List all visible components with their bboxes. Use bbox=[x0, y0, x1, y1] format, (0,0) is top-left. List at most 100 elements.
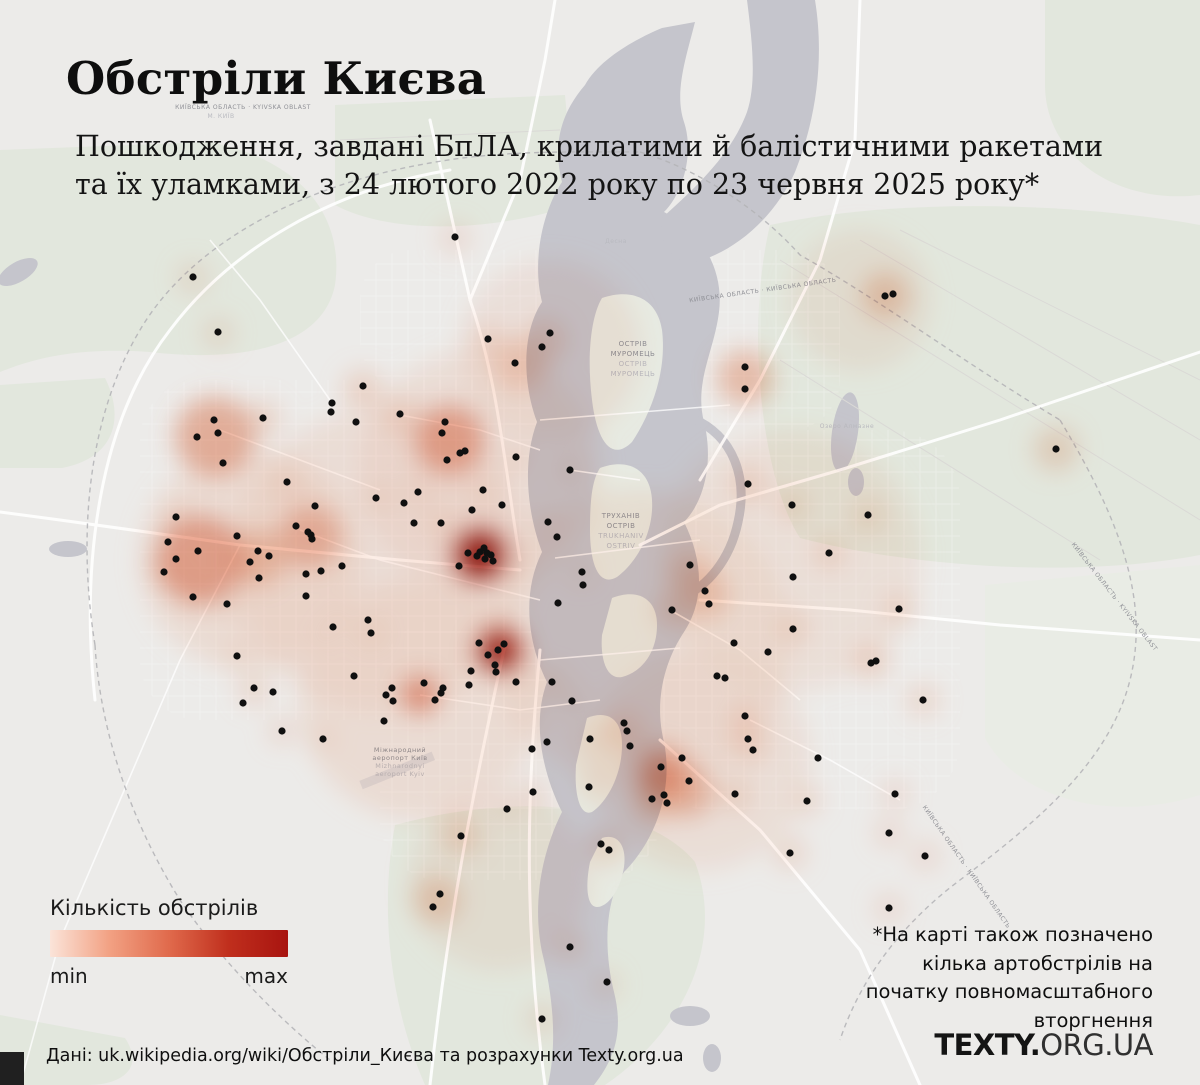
corner-dark-square bbox=[0, 1052, 24, 1085]
strike-point bbox=[210, 416, 218, 424]
strike-point bbox=[548, 678, 556, 686]
strike-point bbox=[764, 648, 772, 656]
strike-point bbox=[731, 790, 739, 798]
strike-point bbox=[439, 684, 447, 692]
page-title: Обстріли Києва bbox=[66, 52, 487, 105]
strike-point bbox=[825, 549, 833, 557]
strike-point bbox=[172, 513, 180, 521]
strike-point bbox=[352, 418, 360, 426]
strike-point bbox=[895, 605, 903, 613]
strike-point bbox=[891, 790, 899, 798]
strike-point bbox=[484, 335, 492, 343]
strike-point bbox=[400, 499, 408, 507]
legend-scale: min max bbox=[50, 964, 288, 988]
strike-point bbox=[786, 849, 794, 857]
strike-point bbox=[503, 805, 511, 813]
strike-point bbox=[554, 599, 562, 607]
strike-point bbox=[872, 657, 880, 665]
strike-points-layer bbox=[160, 233, 1060, 1023]
strike-point bbox=[455, 562, 463, 570]
strike-point bbox=[512, 678, 520, 686]
strike-point bbox=[553, 533, 561, 541]
strike-point bbox=[789, 573, 797, 581]
legend: Кількість обстрілів min max bbox=[50, 896, 288, 988]
subtitle-line-1: Пошкодження, завдані БпЛА, крилатими й б… bbox=[75, 130, 1104, 163]
strike-point bbox=[193, 433, 201, 441]
legend-gradient-bar bbox=[50, 930, 288, 957]
strike-point bbox=[741, 385, 749, 393]
strike-point bbox=[172, 555, 180, 563]
strike-point bbox=[441, 418, 449, 426]
source-line: Дані: uk.wikipedia.org/wiki/Обстріли_Киє… bbox=[46, 1046, 684, 1066]
legend-max-label: max bbox=[244, 964, 288, 988]
strike-point bbox=[585, 783, 593, 791]
strike-point bbox=[278, 727, 286, 735]
subtitle-line-2: та їх уламками, з 24 лютого 2022 року по… bbox=[75, 168, 1040, 201]
strike-point bbox=[620, 719, 628, 727]
strike-point bbox=[921, 852, 929, 860]
strike-point bbox=[489, 557, 497, 565]
strike-point bbox=[705, 600, 713, 608]
strike-point bbox=[566, 943, 574, 951]
strike-point bbox=[437, 519, 445, 527]
subtitle: Пошкодження, завдані БпЛА, крилатими й б… bbox=[75, 128, 1155, 204]
strike-point bbox=[881, 292, 889, 300]
strike-point bbox=[189, 593, 197, 601]
strike-point bbox=[468, 506, 476, 514]
strike-point bbox=[239, 699, 247, 707]
strike-point bbox=[603, 978, 611, 986]
strike-point bbox=[255, 574, 263, 582]
map-label: М. КИЇВ bbox=[207, 113, 234, 120]
heatmap-layer bbox=[140, 223, 1078, 1034]
strike-point bbox=[579, 581, 587, 589]
strike-point bbox=[338, 562, 346, 570]
strike-point bbox=[788, 501, 796, 509]
strike-point bbox=[538, 343, 546, 351]
strike-point bbox=[382, 691, 390, 699]
strike-point bbox=[233, 532, 241, 540]
strike-point bbox=[308, 535, 316, 543]
strike-point bbox=[678, 754, 686, 762]
strike-point bbox=[657, 763, 665, 771]
legend-min-label: min bbox=[50, 964, 88, 988]
map-label: Десна bbox=[605, 238, 627, 245]
strike-point bbox=[1052, 445, 1060, 453]
map-label: КИЇВСЬКА ОБЛАСТЬ · KYIVSKA OBLAST bbox=[175, 104, 311, 111]
strike-point bbox=[319, 735, 327, 743]
strike-point bbox=[429, 903, 437, 911]
strike-point bbox=[259, 414, 267, 422]
strike-point bbox=[438, 429, 446, 437]
strike-point bbox=[431, 696, 439, 704]
strike-point bbox=[749, 746, 757, 754]
strike-point bbox=[420, 679, 428, 687]
strike-point bbox=[789, 625, 797, 633]
strike-point bbox=[219, 459, 227, 467]
strike-point bbox=[864, 511, 872, 519]
strike-point bbox=[701, 587, 709, 595]
strike-point bbox=[265, 552, 273, 560]
strike-point bbox=[414, 488, 422, 496]
strike-point bbox=[292, 522, 300, 530]
strike-point bbox=[578, 568, 586, 576]
map-label: Озеро Алмазне bbox=[820, 423, 874, 430]
strike-point bbox=[327, 408, 335, 416]
strike-point bbox=[741, 363, 749, 371]
strike-point bbox=[648, 795, 656, 803]
strike-point bbox=[663, 799, 671, 807]
legend-title: Кількість обстрілів bbox=[50, 896, 259, 920]
strike-point bbox=[597, 840, 605, 848]
strike-point bbox=[730, 639, 738, 647]
strike-point bbox=[538, 1015, 546, 1023]
strike-point bbox=[623, 727, 631, 735]
strike-point bbox=[475, 639, 483, 647]
strike-point bbox=[484, 651, 492, 659]
footnote: *На карті також позначено кілька артобстр… bbox=[865, 923, 1153, 1032]
strike-point bbox=[500, 640, 508, 648]
strike-point bbox=[544, 518, 552, 526]
strike-point bbox=[302, 592, 310, 600]
strike-point bbox=[311, 502, 319, 510]
strike-point bbox=[388, 684, 396, 692]
strike-point bbox=[494, 646, 502, 654]
strike-point bbox=[721, 674, 729, 682]
